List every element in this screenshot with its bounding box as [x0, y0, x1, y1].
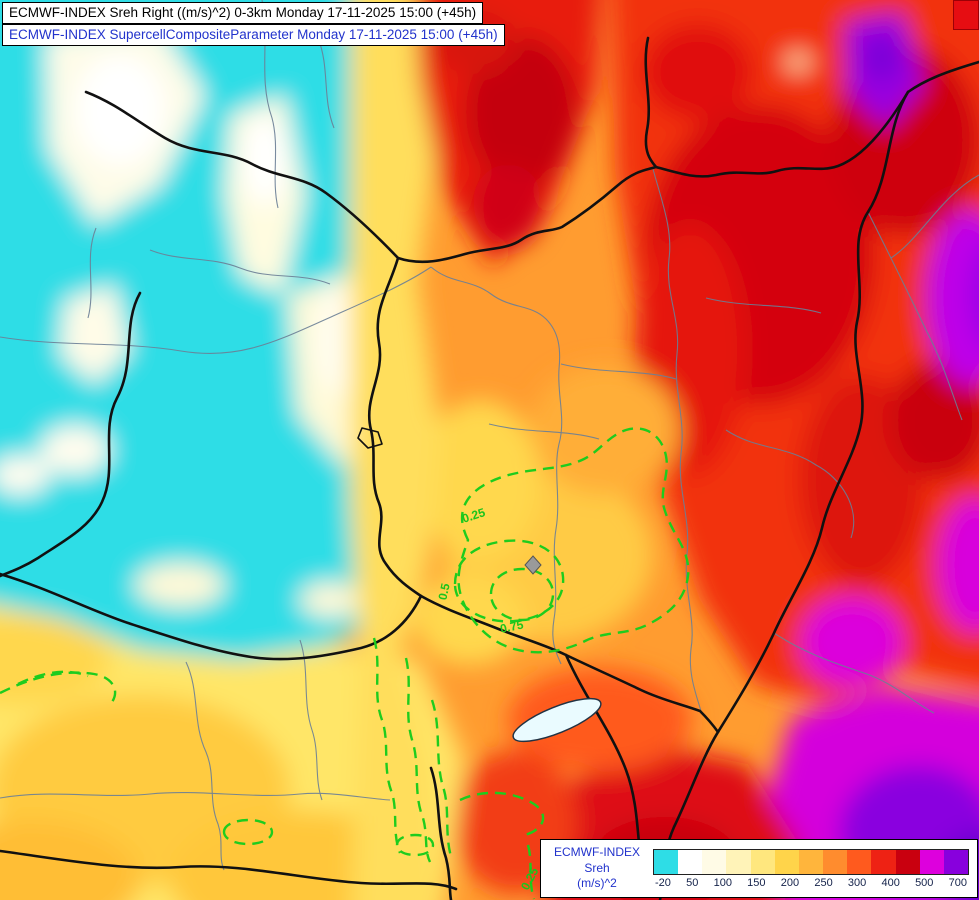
legend-title-line3: (m/s)^2	[577, 876, 617, 891]
legend-tick-label: 50	[686, 877, 699, 889]
legend-color-cell	[774, 850, 799, 874]
legend-title-line2: Sreh	[584, 860, 610, 875]
legend-color-cell	[871, 850, 896, 874]
legend-tick-label: 250	[814, 877, 833, 889]
legend-tick-label: 700	[948, 877, 967, 889]
legend-bar-area: -20 50 100 150 200 250 300 400 500 700	[653, 840, 977, 897]
legend-colorbar	[653, 849, 969, 875]
legend-tick-label: 150	[747, 877, 766, 889]
corner-logo-box	[953, 0, 979, 30]
contour-label-025: 0.25	[460, 505, 487, 526]
supercell-contours	[0, 427, 690, 900]
legend-title: ECMWF-INDEX Sreh (m/s)^2	[541, 840, 653, 897]
legend-color-cell	[678, 850, 703, 874]
legend-tick-label: -20	[655, 877, 671, 889]
legend: ECMWF-INDEX Sreh (m/s)^2 -20 50 100 150 200 2…	[540, 839, 978, 898]
legend-color-cell	[750, 850, 775, 874]
lake-balaton	[512, 697, 602, 743]
legend-color-cell	[847, 850, 872, 874]
map-title-primary-text: ECMWF-INDEX Sreh Right ((m/s)^2) 0-3km M…	[9, 5, 477, 20]
contour-label-075: 0.75	[499, 617, 525, 636]
map-title-secondary-text: ECMWF-INDEX SupercellCompositeParameter …	[9, 27, 498, 42]
legend-color-cell	[895, 850, 920, 874]
legend-tick-label: 500	[915, 877, 934, 889]
legend-tick-label: 300	[847, 877, 867, 889]
map-title-primary: ECMWF-INDEX Sreh Right ((m/s)^2) 0-3km M…	[2, 2, 484, 24]
legend-color-cell	[943, 850, 969, 874]
legend-color-cell	[654, 850, 679, 874]
location-marker-diamond	[524, 555, 542, 575]
legend-labels: -20 50 100 150 200 250 300 400 500 700	[653, 877, 969, 889]
contour-label-05: 0.5	[435, 582, 452, 602]
legend-color-cell	[823, 850, 848, 874]
legend-color-cell	[798, 850, 824, 874]
map-title-secondary: ECMWF-INDEX SupercellCompositeParameter …	[2, 24, 505, 46]
legend-tick-label: 400	[881, 877, 900, 889]
legend-tick-label: 100	[713, 877, 732, 889]
legend-color-cell	[919, 850, 944, 874]
legend-title-line1: ECMWF-INDEX	[554, 845, 640, 860]
legend-color-cell	[702, 850, 727, 874]
legend-color-cell	[726, 850, 751, 874]
legend-tick-label: 200	[780, 877, 800, 889]
